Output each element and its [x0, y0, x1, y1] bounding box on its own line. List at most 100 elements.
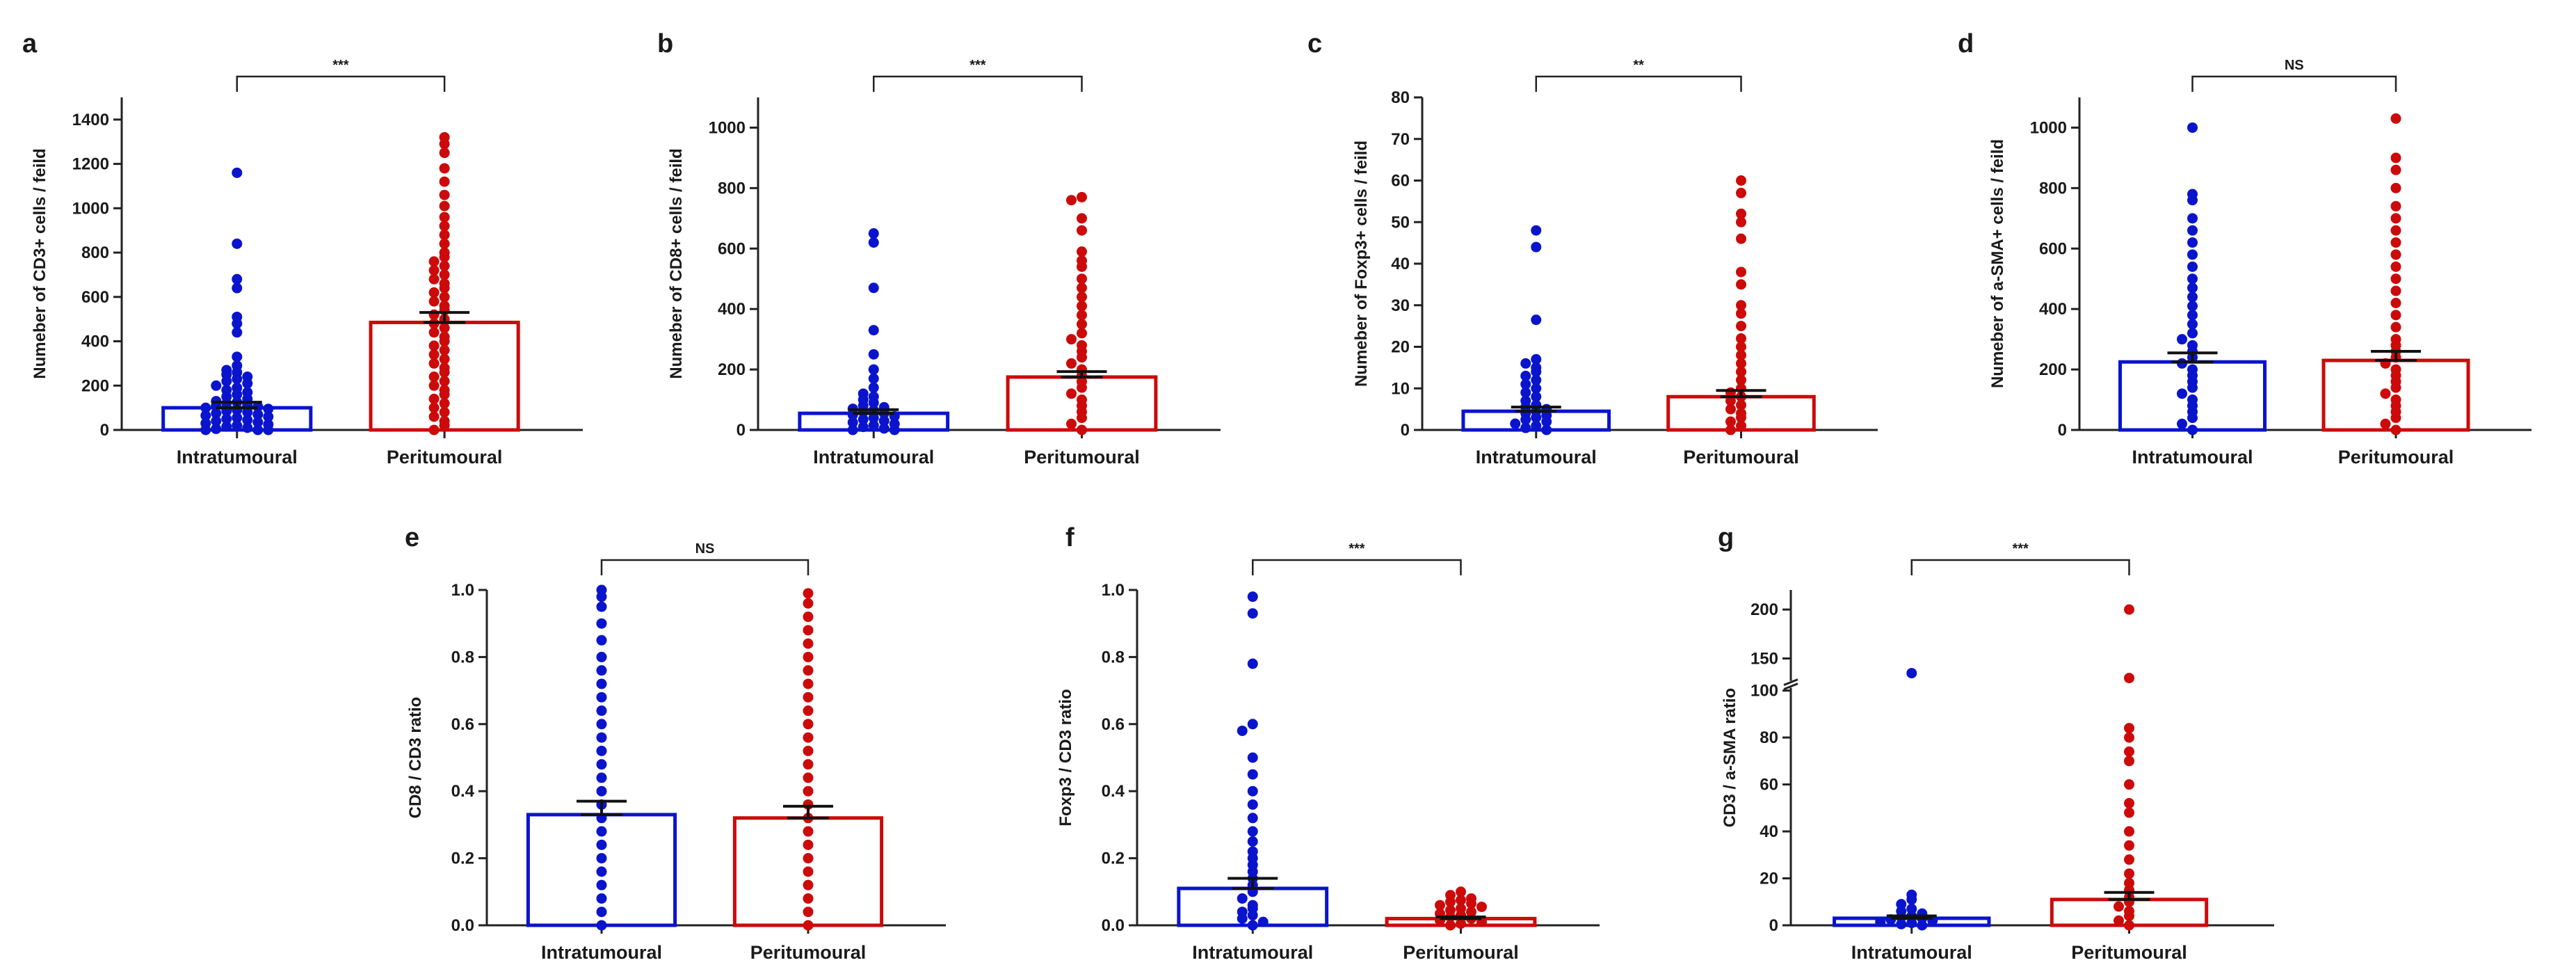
data-point-intratumoural [232, 167, 243, 178]
data-point-intratumoural [2187, 413, 2198, 424]
data-point-peritumoural [1736, 266, 1746, 278]
y-tick-label: 100 [1750, 682, 1778, 701]
data-point-peritumoural [803, 772, 814, 783]
y-tick-label: 1.0 [1102, 581, 1125, 600]
y-tick-label: 10 [1391, 379, 1410, 398]
data-point-intratumoural [1247, 658, 1258, 669]
data-point-intratumoural [2187, 319, 2198, 330]
y-tick-label: 800 [2039, 179, 2067, 198]
data-point-peritumoural [439, 420, 450, 431]
data-point-intratumoural [232, 351, 243, 362]
data-point-intratumoural [1247, 769, 1258, 780]
data-point-intratumoural [596, 853, 607, 864]
data-point-peritumoural [2124, 723, 2134, 734]
data-point-peritumoural [803, 745, 814, 756]
data-point-peritumoural [1456, 918, 1466, 929]
data-point-peritumoural [2390, 113, 2401, 124]
data-point-intratumoural [2187, 213, 2198, 224]
data-point-peritumoural [1077, 328, 1087, 339]
data-point-peritumoural [1077, 282, 1087, 294]
data-point-peritumoural [2124, 920, 2134, 931]
data-point-peritumoural [2390, 261, 2401, 272]
y-tick-label: 0.8 [1102, 648, 1125, 666]
data-point-peritumoural [803, 692, 814, 703]
data-point-intratumoural [1520, 414, 1531, 425]
data-point-intratumoural [232, 282, 243, 294]
data-point-intratumoural [889, 424, 900, 436]
data-point-peritumoural [1077, 191, 1087, 202]
x-tick-label-intratumoural: Intratumoural [177, 447, 298, 468]
data-point-peritumoural [428, 327, 440, 338]
data-point-intratumoural [868, 228, 879, 239]
data-point-intratumoural [232, 273, 243, 285]
x-tick-label-peritumoural: Peritumoural [387, 447, 503, 468]
data-point-peritumoural [2390, 424, 2401, 436]
y-tick-label: 40 [1760, 822, 1778, 841]
significance-bracket [1535, 75, 1742, 92]
significance-label: *** [969, 58, 986, 73]
data-point-peritumoural [1736, 420, 1746, 431]
data-point-intratumoural [232, 374, 243, 385]
data-point-intratumoural [596, 866, 607, 877]
data-point-intratumoural [868, 325, 879, 336]
data-point-peritumoural [439, 282, 450, 294]
y-axis-title: CD8 / CD3 ratio [406, 697, 425, 819]
significance-bracket [1910, 559, 2130, 575]
chart-e: e 0.0 0.2 0.4 0.6 0.8 1.0 CD8 / CD3 ratio Intrat… [405, 523, 946, 963]
y-tick-label: 200 [1750, 600, 1778, 619]
data-point-intratumoural [878, 415, 889, 426]
data-point-intratumoural [2187, 301, 2198, 312]
data-point-intratumoural [1247, 813, 1258, 824]
data-point-peritumoural [2390, 297, 2401, 308]
y-tick-label: 200 [2039, 360, 2067, 379]
y-axis-title: Foxp3 / CD3 ratio [1056, 689, 1075, 826]
data-point-intratumoural [2177, 388, 2187, 399]
data-point-intratumoural [1531, 353, 1542, 365]
data-point-peritumoural [439, 292, 450, 303]
data-point-peritumoural [2390, 273, 2401, 285]
data-point-peritumoural [803, 638, 814, 649]
data-point-peritumoural [2390, 321, 2401, 333]
data-point-intratumoural [847, 424, 858, 436]
chart-b: b 0 200 400 600 800 1000 Numeber of CD8+ cells … [657, 29, 1221, 468]
data-point-peritumoural [803, 759, 814, 770]
data-point-intratumoural [596, 920, 607, 931]
data-point-intratumoural [1247, 836, 1258, 847]
y-tick-label: 40 [1391, 255, 1410, 273]
data-point-intratumoural [1906, 894, 1917, 905]
data-point-peritumoural [803, 826, 814, 837]
data-point-intratumoural [2187, 424, 2198, 436]
y-tick-label: 400 [2039, 300, 2067, 319]
data-point-intratumoural [1247, 752, 1258, 763]
data-point-peritumoural [2124, 826, 2134, 837]
data-point-peritumoural [1077, 225, 1087, 236]
data-point-intratumoural [1531, 420, 1542, 431]
data-point-intratumoural [596, 591, 607, 602]
data-point-peritumoural [439, 138, 450, 150]
data-point-intratumoural [1531, 225, 1542, 236]
data-point-peritumoural [428, 287, 440, 298]
data-point-intratumoural [596, 745, 607, 756]
data-point-peritumoural [1077, 273, 1087, 285]
y-tick-label: 1000 [2030, 118, 2067, 137]
data-point-peritumoural [1736, 412, 1746, 423]
x-tick-label-intratumoural: Intratumoural [1476, 447, 1597, 468]
data-point-intratumoural [263, 411, 274, 422]
data-point-intratumoural [596, 772, 607, 783]
x-tick-label-intratumoural: Intratumoural [2132, 447, 2253, 468]
y-tick-label: 1000 [709, 118, 746, 137]
data-point-peritumoural [428, 393, 440, 404]
y-tick-label: 0 [1769, 916, 1778, 935]
data-point-intratumoural [2187, 225, 2198, 236]
data-point-peritumoural [439, 367, 450, 378]
data-point-peritumoural [1445, 920, 1456, 931]
data-point-peritumoural [2124, 911, 2134, 922]
data-point-intratumoural [596, 826, 607, 837]
data-point-peritumoural [439, 251, 450, 262]
data-point-peritumoural [1466, 898, 1476, 909]
axis-break-mark [1783, 678, 1798, 686]
y-tick-label: 0 [1401, 421, 1410, 440]
y-tick-label: 80 [1391, 88, 1410, 107]
significance-label: *** [2012, 541, 2029, 557]
data-point-intratumoural [1257, 916, 1269, 927]
